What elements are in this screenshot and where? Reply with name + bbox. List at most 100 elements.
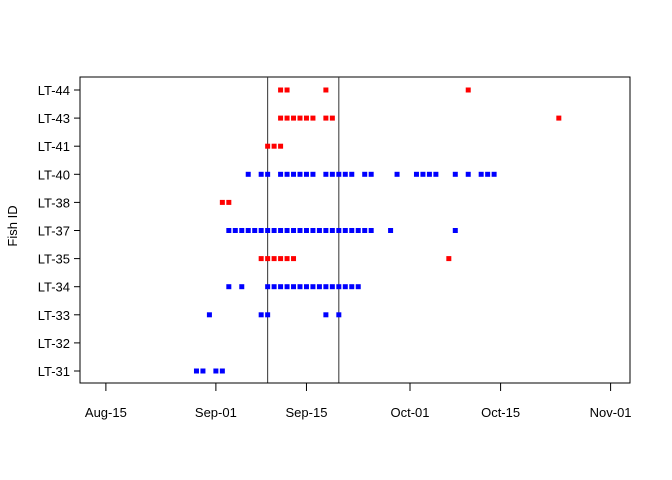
data-point [426,171,432,177]
data-point [284,284,290,290]
data-point [336,228,342,233]
data-point [310,171,316,177]
data-point [368,228,374,233]
data-point [310,228,316,233]
y-tick-label: LT-38 [38,195,70,210]
data-point [284,256,290,262]
data-point [278,87,284,93]
x-tick-label: Oct-15 [481,405,520,420]
data-point [420,171,426,177]
data-point [413,171,419,177]
data-point [245,228,251,233]
data-point [388,228,394,233]
y-tick-label: LT-43 [38,111,70,126]
y-tick-label: LT-44 [38,83,70,98]
data-point [258,312,264,318]
data-point [316,284,322,290]
y-tick-label: LT-41 [38,139,70,154]
data-point [265,143,271,149]
y-tick-label: LT-37 [38,224,70,239]
data-point [329,115,335,121]
data-point [323,87,329,93]
data-point [465,87,471,93]
data-point [478,171,484,177]
x-tick-label: Nov-01 [590,405,632,420]
data-point [271,256,277,262]
x-tick-label: Sep-15 [286,405,328,420]
data-point [297,115,303,121]
data-point [491,171,497,177]
y-axis-title: Fish ID [5,205,20,246]
data-point [556,115,562,121]
data-point [452,228,458,233]
data-point [245,171,251,177]
data-point [349,171,355,177]
x-tick-label: Sep-01 [195,405,237,420]
data-point [265,171,271,177]
data-point [310,115,316,121]
data-point [284,87,290,93]
data-point [232,228,238,233]
data-point [278,284,284,290]
data-point [271,228,277,233]
data-point [310,284,316,290]
y-tick-label: LT-33 [38,308,70,323]
data-point [265,312,271,318]
data-points [193,87,562,374]
data-point [291,115,297,121]
data-point [239,228,245,233]
data-point [219,199,225,205]
data-point [291,284,297,290]
data-point [368,171,374,177]
data-point [362,171,368,177]
data-point [336,312,342,318]
data-point [284,171,290,177]
data-point [278,228,284,233]
data-point [446,256,452,262]
data-point [303,284,309,290]
data-point [258,228,264,233]
data-point [342,284,348,290]
data-point [355,284,361,290]
data-point [329,228,335,233]
data-point [291,228,297,233]
data-point [336,284,342,290]
data-point [485,171,491,177]
data-point [284,115,290,121]
y-tick-label: LT-34 [38,280,70,295]
data-point [329,171,335,177]
data-point [323,115,329,121]
data-point [433,171,439,177]
data-point [323,312,329,318]
data-point [349,284,355,290]
data-point [219,368,225,374]
data-point [342,228,348,233]
plot-area [79,76,631,384]
y-tick-label: LT-32 [38,336,70,351]
data-point [284,228,290,233]
data-point [265,256,271,262]
data-point [297,171,303,177]
data-point [278,171,284,177]
plot-frame [79,76,631,384]
data-point [265,228,271,233]
data-point [258,256,264,262]
data-point [297,284,303,290]
data-point [465,171,471,177]
data-point [316,228,322,233]
y-tick-label: LT-31 [38,364,70,379]
data-point [193,368,199,374]
data-point [278,256,284,262]
data-point [278,115,284,121]
data-point [200,368,206,374]
data-point [265,284,271,290]
data-point [252,228,258,233]
x-tick-label: Oct-01 [390,405,429,420]
data-point [291,256,297,262]
data-point [271,143,277,149]
data-point [394,171,400,177]
y-axis: LT-31 LT-32 LT-33 LT-34 LT-35 LT-37 LT-38 LT-40… [38,83,80,379]
data-point [213,368,219,374]
data-point [329,284,335,290]
